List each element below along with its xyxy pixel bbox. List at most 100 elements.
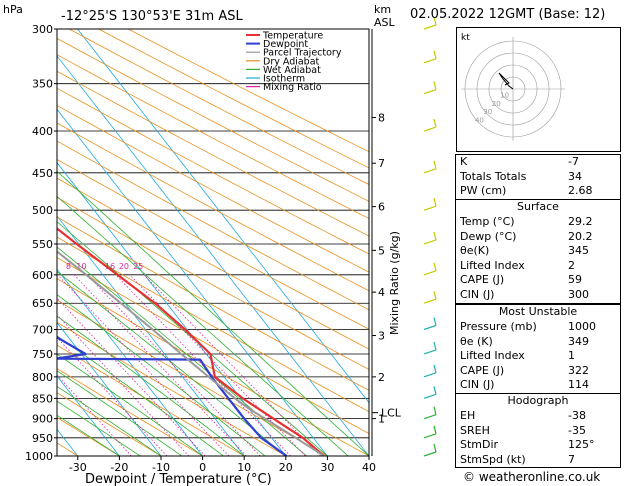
pressure-tick-label: 850 (32, 392, 53, 405)
temperature-tick-label: -20 (110, 461, 128, 474)
x-axis-label: Dewpoint / Temperature (°C) (85, 472, 272, 486)
indices-table: K -7 Totals Totals 34 PW (cm) 2.68 (455, 154, 621, 200)
pressure-tick-label: 900 (32, 413, 53, 426)
wind-barb-flag (433, 198, 437, 207)
dry-adiabat-line (69, 29, 369, 185)
pressure-tick-label: 800 (32, 371, 53, 384)
legend-entry: Dry Adiabat (263, 56, 320, 67)
wind-barb (423, 16, 437, 30)
mixing-ratio-line (57, 274, 230, 456)
isotherm-line (57, 322, 162, 456)
index-value: 34 (568, 169, 582, 183)
wind-barb (423, 425, 437, 439)
wind-barb (423, 198, 437, 211)
index-value: -7 (568, 155, 579, 168)
isotherm-line (77, 29, 369, 404)
most-unstable-value: 349 (568, 334, 589, 348)
wind-barb-flag (433, 262, 437, 271)
legend-entry: Dewpoint (263, 39, 308, 50)
plot-frame (56, 28, 370, 457)
most-unstable-value: 1000 (568, 320, 596, 333)
hodograph-param-label: EH (460, 409, 476, 422)
copyright: © weatheronline.co.uk (463, 470, 601, 484)
wind-barb-flag (433, 386, 437, 395)
wind-barb-flag (433, 291, 437, 300)
dry-adiabat-line (57, 140, 369, 311)
hodograph-ring-label: 20 (492, 100, 501, 108)
mixing-ratio-axis-label: Mixing Ratio (g/kg) (388, 231, 401, 335)
most-unstable-value: 114 (568, 378, 589, 392)
wind-barb-staff (423, 205, 437, 211)
dry-adiabat-line (98, 29, 369, 169)
wet-adiabat-line (57, 170, 369, 456)
legend-entry: Parcel Trajectory (263, 48, 342, 59)
wind-barb-staff (423, 58, 437, 64)
surface-row: Dewp (°C) 20.2 (456, 230, 620, 245)
pressure-tick-label: 300 (32, 23, 53, 36)
temperature-tick-label: 20 (279, 461, 293, 474)
surface-label: Dewp (°C) (460, 229, 517, 243)
most-unstable-label: θe (K) (460, 334, 493, 348)
hodograph-param-value: -35 (568, 423, 586, 437)
surface-value: 20.2 (568, 229, 593, 243)
most-unstable-row: CAPE (J) 322 (456, 364, 620, 379)
wind-barb (423, 160, 437, 174)
temperature-tick-label: -10 (152, 461, 170, 474)
wind-barb-staff (423, 393, 437, 399)
wind-barb-staff (423, 239, 437, 245)
wet-adiabat-line (57, 353, 203, 456)
km-tick-label: 2 (378, 371, 385, 384)
legend-entry: Temperature (262, 31, 323, 42)
surface-row: θe(K) 345 (456, 244, 620, 259)
wind-barb (423, 386, 437, 399)
hodograph-table: Hodograph EH -38 SREH -35 StmDir 125° StmSpd (… (455, 393, 621, 469)
index-row: K -7 (456, 155, 620, 170)
wind-barb (423, 118, 437, 132)
pressure-tick-label: 700 (32, 324, 53, 337)
dry-adiabat-line (57, 236, 369, 413)
surface-label: CAPE (J) (460, 273, 505, 287)
wet-adiabat-line (57, 294, 266, 456)
chart-grid: 12346810162025 (57, 29, 369, 456)
dry-adiabat-line (57, 70, 369, 237)
wind-barb-flag (433, 81, 437, 90)
mixing-ratio-label: 10 (76, 262, 86, 271)
wind-barb (423, 291, 437, 304)
dry-adiabat-line (57, 257, 369, 435)
dry-adiabat-line (57, 37, 369, 202)
index-label: K (460, 155, 468, 168)
wind-barb-staff (423, 126, 437, 132)
hodograph: kt 10 20 30 40 (456, 27, 621, 152)
wind-barb-staff (423, 451, 437, 457)
mixing-ratio-line (57, 374, 132, 456)
pressure-tick-label: 750 (32, 348, 53, 361)
pressure-tick-label: 650 (32, 297, 53, 310)
most-unstable-title: Most Unstable (498, 305, 578, 318)
surface-row: Temp (°C) 29.2 (456, 215, 620, 230)
mixing-ratio-label: 16 (105, 262, 115, 271)
legend-entry: Isotherm (263, 74, 305, 85)
pressure-tick-label: 600 (32, 269, 53, 282)
index-value: 2.68 (568, 184, 593, 198)
pressure-tick-label: 1000 (25, 450, 53, 463)
isotherm-line (57, 162, 287, 456)
chart-series (57, 227, 325, 456)
km-tick-label: 6 (378, 201, 385, 214)
most-unstable-row: θe (K) 349 (456, 335, 620, 350)
wind-barb-flag (433, 425, 437, 434)
wind-barb (423, 443, 437, 457)
wind-barb (423, 317, 437, 331)
dry-adiabat-line (57, 392, 162, 456)
hodograph-param-value: 7 (568, 452, 575, 466)
wet-adiabat-line (57, 271, 287, 456)
hodograph-ring-label: 40 (475, 117, 484, 125)
surface-value: 300 (568, 287, 589, 301)
wind-barb-staff (423, 433, 437, 439)
km-tick-label: 7 (378, 157, 385, 170)
mixing-ratio-label: 8 (66, 262, 71, 271)
wind-barb (423, 406, 437, 420)
wind-barb-staff (423, 270, 437, 276)
parcel-trajectory-line (57, 250, 325, 456)
